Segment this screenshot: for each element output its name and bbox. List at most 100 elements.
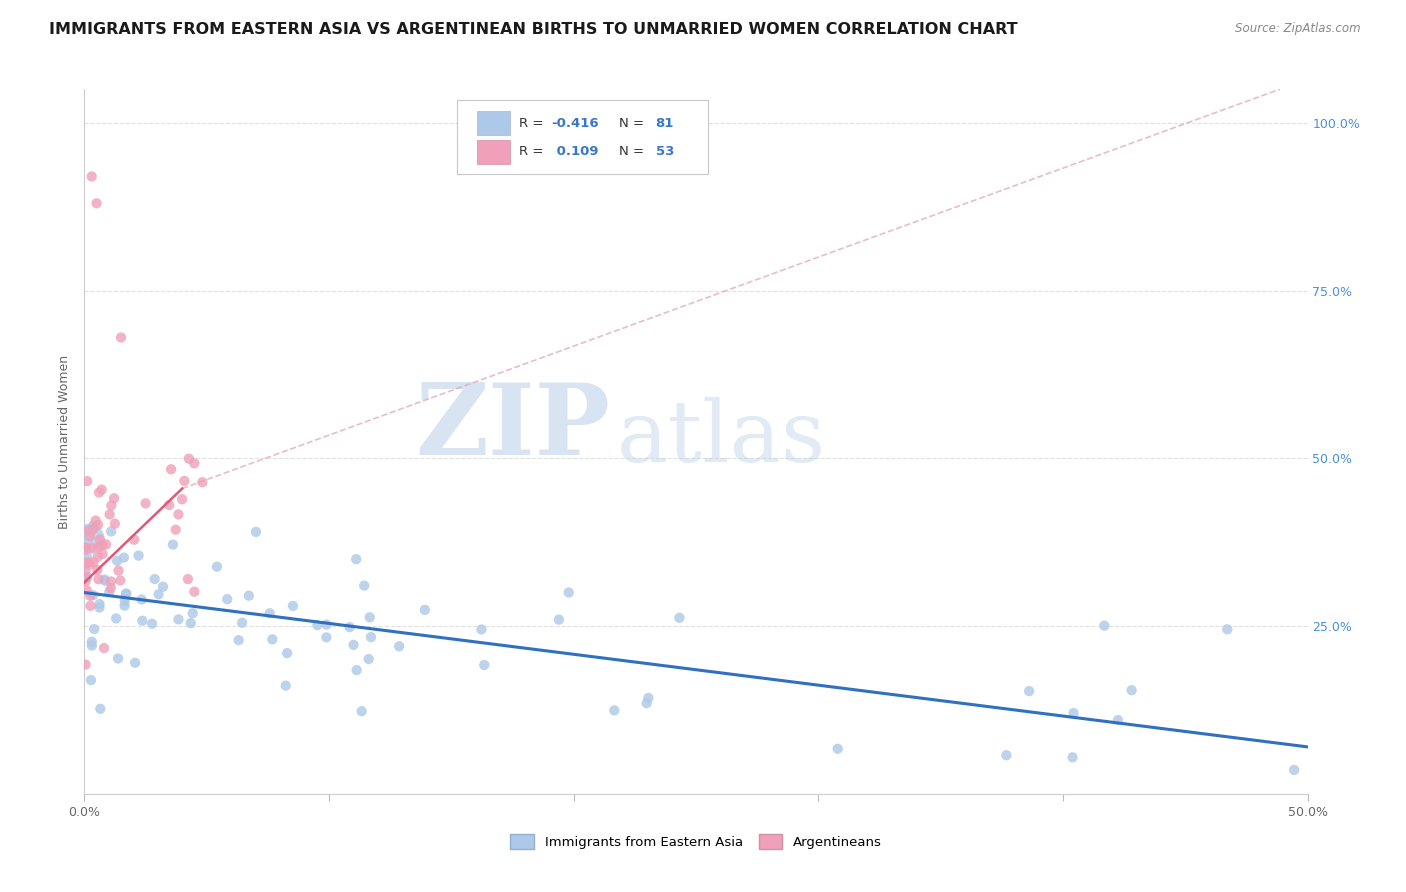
Point: [94, 537, 117, 551]
Point: [110, 574, 132, 588]
Point: [165, 523, 187, 537]
Point: [1282, 763, 1305, 777]
Point: [131, 592, 153, 607]
Point: [245, 524, 267, 539]
Point: [276, 646, 298, 660]
Point: [160, 462, 183, 476]
Point: [470, 623, 492, 637]
Point: [180, 616, 202, 631]
Text: atlas: atlas: [616, 396, 825, 480]
Point: [77, 524, 100, 538]
Point: [76, 550, 98, 565]
Point: [87, 517, 110, 532]
Point: [75, 542, 97, 557]
Point: [281, 599, 304, 613]
Legend: Immigrants from Eastern Asia, Argentineans: Immigrants from Eastern Asia, Argentinea…: [505, 829, 887, 855]
Point: [315, 617, 337, 632]
Point: [76, 583, 98, 598]
Point: [353, 578, 375, 592]
Point: [128, 549, 150, 563]
Point: [86, 196, 108, 211]
Point: [259, 607, 281, 621]
Point: [191, 475, 214, 490]
Point: [114, 594, 136, 608]
Point: [668, 611, 690, 625]
Point: [346, 663, 368, 677]
Text: N =: N =: [619, 117, 648, 130]
Point: [157, 498, 180, 512]
Point: [91, 538, 114, 552]
Text: R =: R =: [519, 145, 547, 158]
Point: [93, 573, 115, 587]
Point: [105, 554, 128, 568]
Point: [135, 496, 157, 510]
Point: [238, 589, 260, 603]
Point: [173, 474, 195, 488]
Point: [107, 651, 129, 665]
Point: [141, 616, 163, 631]
Point: [82, 588, 104, 602]
Point: [827, 741, 849, 756]
Point: [115, 587, 138, 601]
Point: [995, 748, 1018, 763]
Point: [80, 634, 103, 648]
Point: [262, 632, 284, 647]
Text: 81: 81: [655, 117, 673, 130]
Point: [274, 679, 297, 693]
Point: [75, 565, 97, 579]
Point: [177, 451, 200, 466]
Point: [100, 581, 122, 595]
Point: [79, 558, 101, 572]
Point: [122, 533, 145, 547]
Point: [110, 330, 132, 344]
Point: [98, 508, 121, 522]
Point: [112, 550, 135, 565]
Point: [357, 652, 380, 666]
Point: [1062, 750, 1084, 764]
Point: [413, 603, 436, 617]
Point: [1092, 618, 1115, 632]
Point: [183, 456, 205, 470]
Point: [1216, 623, 1239, 637]
Point: [152, 580, 174, 594]
Point: [637, 690, 659, 705]
Point: [228, 633, 250, 648]
Point: [231, 615, 253, 630]
Point: [360, 630, 382, 644]
Point: [75, 557, 97, 571]
Point: [89, 600, 111, 615]
Point: [76, 474, 98, 488]
Y-axis label: Births to Unmarried Women: Births to Unmarried Women: [58, 354, 72, 529]
FancyBboxPatch shape: [477, 111, 510, 136]
Text: ZIP: ZIP: [415, 379, 610, 476]
Point: [315, 631, 337, 645]
Point: [307, 618, 329, 632]
Text: -0.416: -0.416: [551, 117, 599, 130]
Point: [1121, 683, 1143, 698]
Point: [105, 611, 128, 625]
Point: [472, 657, 495, 672]
Point: [83, 622, 105, 636]
Point: [83, 555, 105, 569]
Point: [177, 572, 200, 586]
Point: [80, 673, 103, 687]
Point: [603, 703, 626, 717]
Point: [75, 574, 97, 589]
Point: [82, 522, 104, 536]
Point: [80, 639, 103, 653]
Point: [359, 610, 381, 624]
Point: [75, 657, 97, 672]
Text: Source: ZipAtlas.com: Source: ZipAtlas.com: [1236, 22, 1361, 36]
Point: [87, 549, 110, 564]
Point: [89, 597, 111, 611]
Point: [75, 541, 97, 555]
Point: [83, 520, 105, 534]
Point: [79, 599, 101, 613]
FancyBboxPatch shape: [477, 139, 510, 164]
Point: [91, 547, 114, 561]
Point: [77, 555, 100, 569]
Point: [114, 599, 136, 613]
Point: [172, 492, 194, 507]
Point: [115, 586, 138, 600]
Point: [76, 572, 98, 586]
